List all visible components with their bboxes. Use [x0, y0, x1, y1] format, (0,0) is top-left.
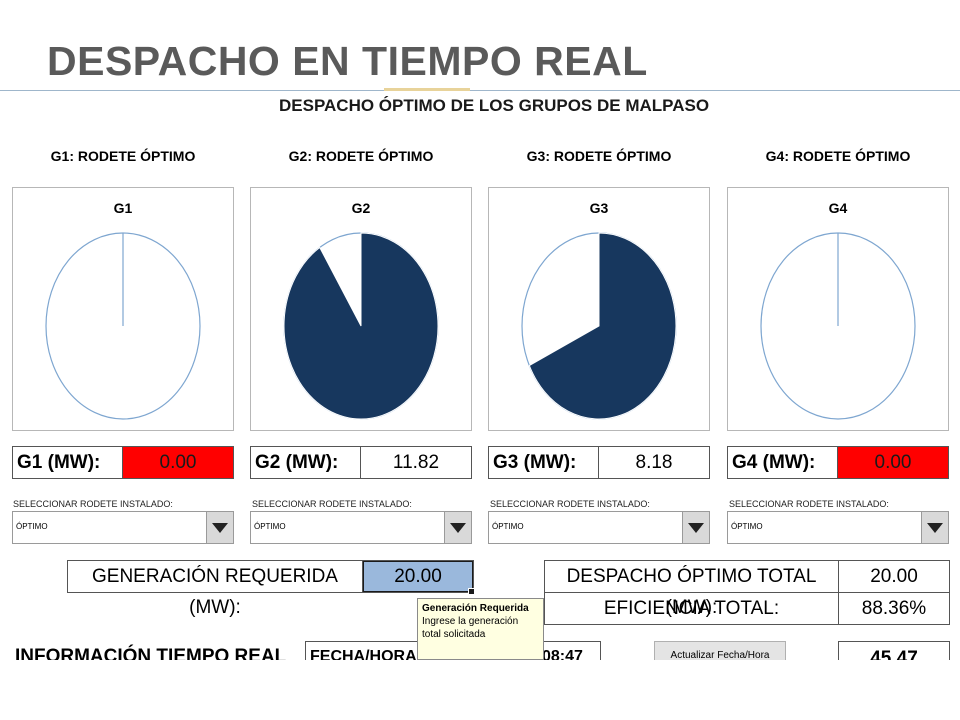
- select-value: ÓPTIMO: [492, 522, 524, 531]
- chart-panel-g1[interactable]: G1: [12, 187, 234, 431]
- unit-heading-g4: G4: RODETE ÓPTIMO: [765, 148, 911, 164]
- chart-title: G4: [828, 200, 848, 216]
- chevron-down-icon: [212, 523, 228, 533]
- runner-select-label-g3: SELECCIONAR RODETE INSTALADO:: [490, 499, 650, 509]
- realtime-info-label: INFORMACIÓN TIEMPO REAL: [15, 646, 287, 660]
- chart-title: G2: [351, 200, 371, 216]
- runner-select-label-g1: SELECCIONAR RODETE INSTALADO:: [13, 499, 173, 509]
- total-dispatch-value[interactable]: 20.00: [870, 566, 918, 587]
- required-generation-label: GENERACIÓN REQUERIDA (MW):: [68, 561, 363, 618]
- summary-row-efficiency: EFICIENCIA TOTAL: 88.36%: [545, 592, 949, 624]
- dropdown-button[interactable]: [921, 512, 948, 543]
- page-title: DESPACHO EN TIEMPO REAL: [47, 38, 648, 84]
- chevron-down-icon: [927, 523, 943, 533]
- title-divider: [0, 90, 960, 91]
- sheet-title: DESPACHO ÓPTIMO DE LOS GRUPOS DE MALPASO: [279, 96, 710, 115]
- runner-select-g4[interactable]: ÓPTIMO: [727, 511, 949, 544]
- runner-select-label-g2: SELECCIONAR RODETE INSTALADO:: [252, 499, 412, 509]
- title-divider-accent: [384, 88, 470, 91]
- dropdown-button[interactable]: [444, 512, 471, 543]
- total-efficiency-value[interactable]: 88.36%: [861, 598, 927, 619]
- tooltip-title: Generación Requerida: [422, 603, 529, 614]
- required-generation-input[interactable]: 20.00: [363, 561, 473, 592]
- select-value: ÓPTIMO: [16, 522, 48, 531]
- runner-select-g2[interactable]: ÓPTIMO: [250, 511, 472, 544]
- page-bottom-blank: [0, 660, 960, 720]
- mw-label: G4 (MW):: [728, 447, 838, 478]
- mw-readout-g2: G2 (MW): 11.82: [250, 446, 472, 479]
- runner-select-g3[interactable]: ÓPTIMO: [488, 511, 710, 544]
- pie-chart: [521, 232, 677, 420]
- summary-row-total: DESPACHO ÓPTIMO TOTAL (MW): 20.00: [545, 561, 949, 618]
- mw-readout-g3: G3 (MW): 8.18: [488, 446, 710, 479]
- datetime-label: FECHA/HORA:: [310, 648, 422, 660]
- mw-label: G2 (MW):: [251, 447, 361, 478]
- chart-panel-g4[interactable]: G4: [727, 187, 949, 431]
- dropdown-button[interactable]: [682, 512, 709, 543]
- pie-slice-filled: [528, 232, 677, 420]
- pie-chart: [760, 232, 916, 420]
- total-efficiency-label: EFICIENCIA TOTAL:: [545, 593, 839, 624]
- unit-heading-g3: G3: RODETE ÓPTIMO: [526, 148, 672, 164]
- chart-title: G3: [589, 200, 609, 216]
- realtime-info-row: INFORMACIÓN TIEMPO REAL FECHA/HORA: 08:4…: [0, 640, 960, 660]
- select-value: ÓPTIMO: [254, 522, 286, 531]
- dispatch-summary: DESPACHO ÓPTIMO TOTAL (MW): 20.00 EFICIE…: [544, 560, 950, 625]
- chart-title: G1: [113, 200, 133, 216]
- chart-panel-g3[interactable]: G3: [488, 187, 710, 431]
- chevron-down-icon: [688, 523, 704, 533]
- runner-select-label-g4: SELECCIONAR RODETE INSTALADO:: [729, 499, 889, 509]
- chart-panel-g2[interactable]: G2: [250, 187, 472, 431]
- required-generation: GENERACIÓN REQUERIDA (MW): 20.00: [67, 560, 474, 618]
- mw-readout-g1: G1 (MW): 0.00: [12, 446, 234, 479]
- pie-chart: [45, 232, 201, 420]
- input-tooltip: Generación Requerida Ingrese la generaci…: [417, 598, 544, 660]
- total-dispatch-label: DESPACHO ÓPTIMO TOTAL (MW):: [545, 561, 839, 618]
- chevron-down-icon: [450, 523, 466, 533]
- realtime-value: 45.47: [838, 641, 950, 660]
- mw-value[interactable]: 0.00: [838, 447, 948, 478]
- mw-label: G1 (MW):: [13, 447, 123, 478]
- cell-fill-handle[interactable]: [468, 588, 475, 595]
- unit-heading-g1: G1: RODETE ÓPTIMO: [50, 148, 196, 164]
- pie-chart: [283, 232, 439, 420]
- datetime-value: 08:47: [542, 648, 583, 660]
- mw-readout-g4: G4 (MW): 0.00: [727, 446, 949, 479]
- update-datetime-button[interactable]: Actualizar Fecha/Hora: [654, 641, 786, 660]
- tooltip-text: Ingrese la generación total solicitada: [422, 616, 519, 640]
- mw-value[interactable]: 0.00: [123, 447, 233, 478]
- unit-heading-g2: G2: RODETE ÓPTIMO: [288, 148, 434, 164]
- mw-value[interactable]: 11.82: [392, 452, 440, 473]
- mw-value[interactable]: 8.18: [635, 452, 673, 473]
- pie-slice-filled: [283, 232, 439, 420]
- runner-select-g1[interactable]: ÓPTIMO: [12, 511, 234, 544]
- dropdown-button[interactable]: [206, 512, 233, 543]
- mw-label: G3 (MW):: [489, 447, 599, 478]
- select-value: ÓPTIMO: [731, 522, 763, 531]
